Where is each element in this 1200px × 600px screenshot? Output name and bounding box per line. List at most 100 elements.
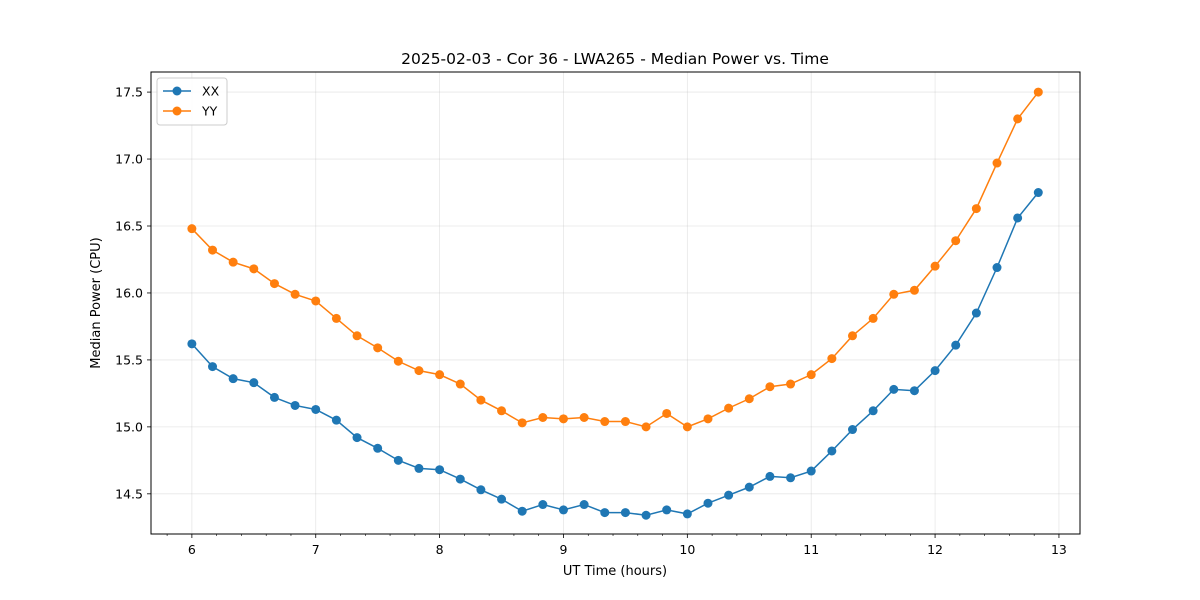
data-point-xx [208, 362, 218, 372]
data-point-yy [1033, 87, 1043, 97]
data-point-xx [393, 455, 403, 465]
data-point-xx [827, 446, 837, 456]
data-point-yy [868, 313, 878, 323]
y-tick-label: 17.0 [115, 152, 143, 167]
data-point-yy [476, 395, 486, 405]
data-point-yy [951, 236, 961, 246]
data-point-yy [930, 261, 940, 271]
data-point-yy [971, 204, 981, 214]
data-point-xx [435, 465, 445, 475]
data-point-xx [497, 494, 507, 504]
data-point-yy [187, 224, 197, 234]
x-tick-label: 7 [312, 542, 320, 557]
data-point-yy [889, 289, 899, 299]
data-point-yy [992, 158, 1002, 168]
data-point-xx [889, 384, 899, 394]
data-point-yy [228, 257, 238, 267]
data-point-xx [558, 505, 568, 515]
data-point-xx [992, 263, 1002, 273]
plot-frame [150, 71, 1081, 535]
data-point-yy [208, 245, 218, 255]
data-point-yy [538, 412, 548, 422]
legend-label-xx: XX [202, 84, 220, 99]
data-point-xx [806, 466, 816, 476]
data-point-xx [620, 508, 630, 518]
data-point-xx [765, 471, 775, 481]
data-point-yy [620, 417, 630, 427]
data-point-xx [868, 406, 878, 416]
data-point-xx [1013, 213, 1023, 223]
data-point-xx [847, 425, 857, 435]
data-point-yy [579, 412, 589, 422]
data-point-xx [682, 509, 692, 519]
x-tick-label: 9 [559, 542, 567, 557]
data-point-yy [393, 356, 403, 366]
legend: XX YY [156, 77, 228, 126]
data-point-yy [600, 417, 610, 427]
data-point-xx [352, 433, 362, 443]
legend-marker-xx [172, 86, 182, 96]
data-point-yy [1013, 114, 1023, 124]
x-axis-label: UT Time (hours) [563, 564, 667, 579]
data-point-yy [558, 414, 568, 424]
data-point-yy [352, 331, 362, 341]
data-point-yy [414, 366, 424, 376]
data-point-yy [744, 394, 754, 404]
data-point-xx [455, 474, 465, 484]
data-point-xx [414, 463, 424, 473]
y-tick-label: 15.5 [115, 352, 143, 367]
data-point-xx [641, 510, 651, 520]
grid-lines [151, 72, 1080, 534]
data-point-yy [331, 313, 341, 323]
data-point-yy [662, 408, 672, 418]
x-tick-label: 11 [803, 542, 819, 557]
data-point-xx [1033, 188, 1043, 198]
x-tick-label: 6 [188, 542, 196, 557]
y-tick-label: 17.5 [115, 85, 143, 100]
y-tick-label: 15.0 [115, 419, 143, 434]
data-point-yy [435, 370, 445, 380]
legend-label-yy: YY [201, 104, 218, 119]
data-point-yy [806, 370, 816, 380]
y-tick-label: 16.0 [115, 285, 143, 300]
data-point-yy [497, 406, 507, 416]
data-point-yy [786, 379, 796, 389]
data-point-xx [187, 339, 197, 349]
data-point-yy [517, 418, 527, 428]
data-point-yy [703, 414, 713, 424]
data-point-yy [455, 379, 465, 389]
data-point-xx [331, 415, 341, 425]
data-point-yy [641, 422, 651, 432]
data-point-xx [373, 443, 383, 453]
data-point-xx [269, 392, 279, 402]
y-tick-label: 16.5 [115, 219, 143, 234]
data-point-xx [538, 500, 548, 510]
data-point-yy [827, 354, 837, 364]
y-axis-label: Median Power (CPU) [89, 237, 104, 368]
data-point-xx [290, 400, 300, 410]
y-tick-label: 14.5 [115, 486, 143, 501]
data-point-xx [744, 482, 754, 492]
data-point-yy [269, 279, 279, 289]
legend-marker-yy [172, 106, 182, 116]
data-point-xx [930, 366, 940, 376]
x-tick-label: 12 [927, 542, 943, 557]
data-point-xx [579, 500, 589, 510]
data-point-xx [311, 404, 321, 414]
data-point-xx [476, 485, 486, 495]
data-point-xx [517, 506, 527, 516]
x-tick-label: 10 [679, 542, 695, 557]
data-point-xx [724, 490, 734, 500]
data-point-yy [373, 343, 383, 353]
data-point-yy [682, 422, 692, 432]
data-point-yy [724, 403, 734, 413]
data-point-yy [249, 264, 259, 274]
data-point-xx [703, 498, 713, 508]
data-point-yy [847, 331, 857, 341]
data-point-xx [228, 374, 238, 384]
data-point-yy [765, 382, 775, 392]
data-point-xx [786, 473, 796, 483]
x-tick-label: 8 [436, 542, 444, 557]
data-point-xx [971, 308, 981, 318]
